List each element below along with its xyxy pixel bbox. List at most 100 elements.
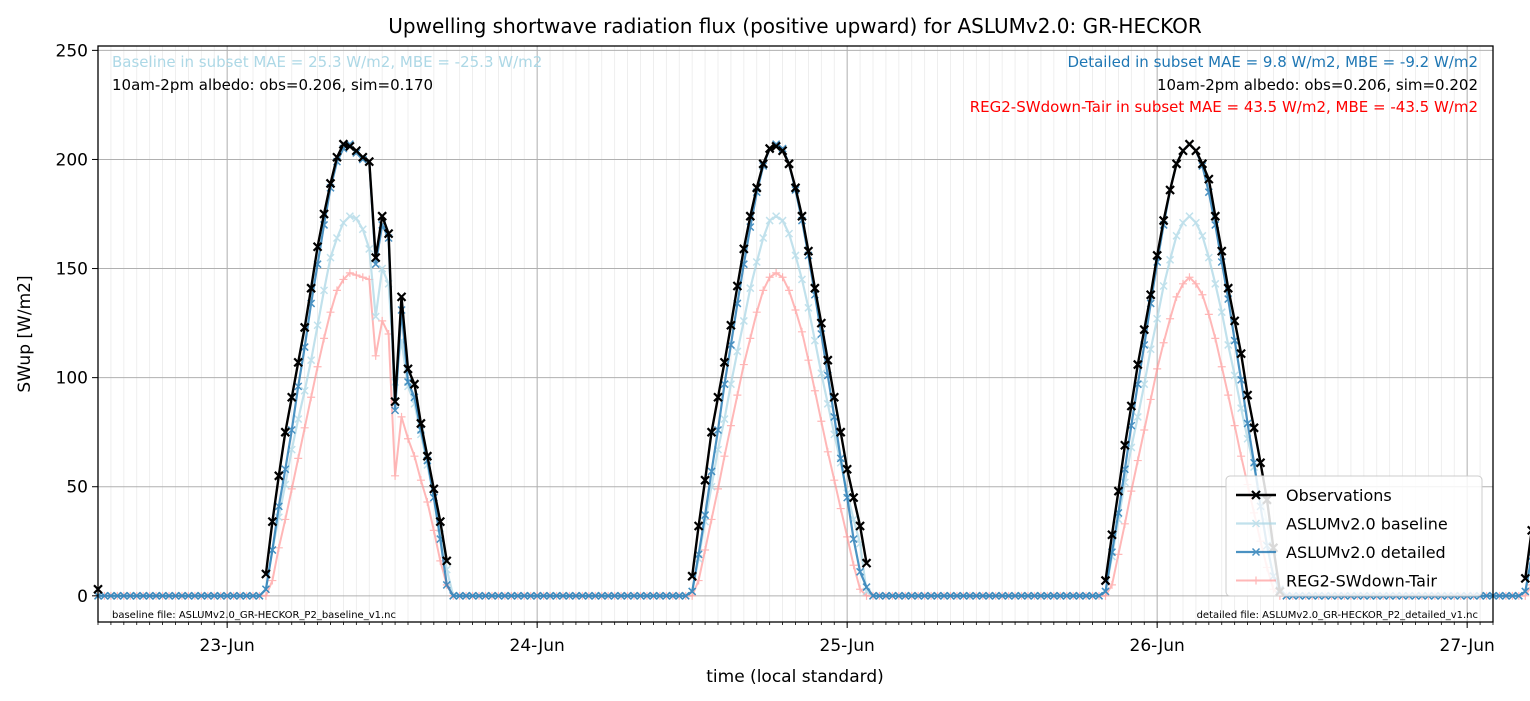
- data-point: [300, 386, 309, 395]
- data-point: [985, 591, 994, 600]
- data-point: [823, 447, 832, 456]
- data-point: [1036, 591, 1045, 600]
- data-point: [1501, 591, 1510, 600]
- data-point: [1011, 591, 1020, 600]
- data-point: [332, 286, 341, 295]
- x-tick-label: 25-Jun: [820, 636, 875, 656]
- x-axis-label: time (local standard): [706, 667, 884, 687]
- data-point: [462, 591, 471, 600]
- data-point: [1139, 324, 1150, 335]
- legend-item: Observations: [1236, 486, 1392, 505]
- data-point: [1216, 246, 1227, 256]
- legend-box: [1225, 475, 1483, 597]
- data-point: [849, 535, 858, 544]
- data-point: [1166, 314, 1175, 323]
- baseline-stats-annotation: Baseline in subset MAE = 25.3 W/m2, MBE …: [112, 53, 542, 71]
- data-point: [397, 412, 406, 421]
- data-point: [681, 591, 690, 600]
- data-point: [791, 251, 800, 260]
- data-point: [675, 591, 684, 600]
- data-point: [746, 284, 755, 293]
- y-tick-label: 50: [66, 478, 88, 498]
- data-point: [810, 336, 819, 345]
- data-point: [403, 377, 413, 387]
- data-point: [778, 273, 787, 282]
- data-point: [197, 591, 206, 600]
- data-point: [1482, 591, 1491, 600]
- data-point: [300, 423, 309, 432]
- data-point: [1126, 401, 1137, 411]
- data-point: [255, 591, 264, 600]
- data-point: [610, 591, 619, 600]
- data-point: [1140, 380, 1149, 389]
- y-tick-label: 200: [56, 150, 88, 170]
- data-point: [804, 356, 813, 365]
- data-point: [1236, 348, 1246, 359]
- data-point: [726, 320, 736, 331]
- data-point: [1198, 290, 1207, 299]
- data-point: [623, 591, 632, 600]
- data-point: [1211, 279, 1220, 288]
- data-point: [358, 155, 367, 164]
- data-point: [1237, 404, 1246, 413]
- data-point: [281, 515, 290, 524]
- data-point: [1191, 145, 1201, 156]
- data-point: [597, 591, 606, 600]
- x-tick-label: 24-Jun: [510, 636, 565, 656]
- y-tick-label: 150: [56, 260, 88, 280]
- data-point: [126, 591, 135, 600]
- data-point: [294, 415, 303, 424]
- data-point: [267, 516, 278, 527]
- data-point: [797, 275, 806, 284]
- data-point: [752, 257, 761, 267]
- data-point: [817, 369, 826, 378]
- data-point: [293, 357, 303, 368]
- chart-title: Upwelling shortwave radiation flux (posi…: [388, 14, 1202, 38]
- data-point: [475, 591, 484, 600]
- legend-swatch-marker: [1251, 547, 1261, 557]
- data-point: [358, 152, 368, 163]
- data-point: [745, 211, 756, 221]
- y-tick-label: 100: [56, 369, 88, 389]
- data-point: [720, 380, 729, 389]
- data-point: [836, 504, 845, 513]
- data-point: [1185, 212, 1194, 221]
- data-point: [320, 334, 329, 343]
- data-point: [139, 591, 148, 600]
- data-point: [423, 498, 432, 506]
- data-point: [836, 454, 845, 463]
- data-point: [584, 591, 593, 600]
- data-point: [539, 591, 548, 600]
- data-point: [165, 591, 174, 600]
- data-point: [339, 275, 348, 284]
- data-point: [687, 571, 697, 581]
- data-point: [630, 591, 639, 600]
- data-point: [810, 386, 819, 395]
- data-point: [1237, 375, 1246, 384]
- data-point: [701, 511, 710, 520]
- data-point: [920, 591, 929, 600]
- legend-swatch: [1236, 519, 1276, 528]
- data-point: [1107, 529, 1117, 540]
- data-point: [145, 591, 154, 600]
- data-point: [817, 417, 826, 426]
- data-point: [1133, 456, 1142, 465]
- data-point: [1521, 591, 1530, 600]
- data-point: [739, 244, 749, 254]
- data-point: [655, 591, 664, 600]
- data-point: [888, 591, 897, 600]
- data-point: [1197, 159, 1208, 169]
- data-point: [294, 382, 303, 391]
- data-point: [113, 591, 122, 600]
- legend-label: ASLUMv2.0 detailed: [1286, 543, 1446, 562]
- data-point: [746, 334, 755, 343]
- data-point: [274, 502, 283, 511]
- data-point: [1049, 591, 1058, 600]
- x-tick-label: 26-Jun: [1130, 636, 1185, 656]
- legend-swatch: [1236, 547, 1276, 557]
- data-point: [927, 591, 936, 600]
- data-point: [396, 292, 407, 302]
- data-point: [714, 484, 722, 493]
- data-point: [688, 587, 697, 596]
